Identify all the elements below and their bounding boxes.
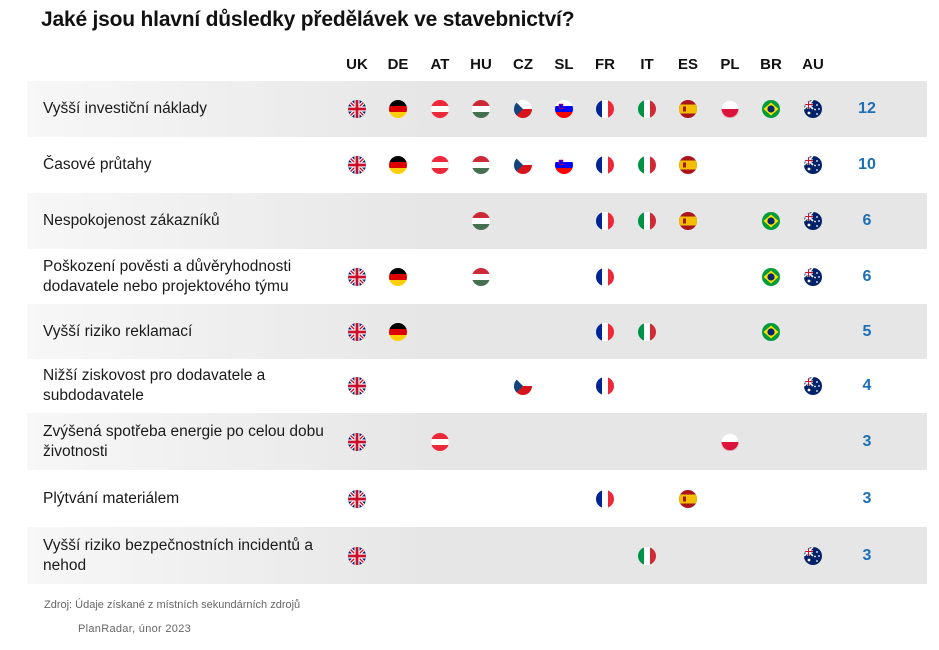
row-label: Zvýšená spotřeba energie po celou dobu ž…: [43, 422, 324, 460]
flag-fr-icon: [596, 377, 614, 395]
flag-hu-icon: [472, 212, 490, 230]
column-header-au: AU: [802, 56, 824, 73]
flag-uk-icon: [348, 546, 366, 565]
row-label: Nižší ziskovost pro dodavatele a subdoda…: [43, 367, 266, 404]
row-count: 5: [862, 322, 872, 340]
column-header-fr: FR: [595, 56, 615, 73]
flag-cz-icon: [514, 377, 532, 395]
table-row: Zvýšená spotřeba energie po celou dobu ž…: [27, 413, 927, 470]
flag-it-icon: [638, 322, 656, 341]
flag-uk-icon: [348, 267, 366, 286]
flag-sl-icon: [555, 100, 573, 118]
table-row: Vyšší riziko reklamací 5: [27, 304, 927, 359]
flag-au-icon: [804, 100, 822, 118]
flag-uk-icon: [348, 377, 366, 395]
row-count: 3: [862, 432, 872, 450]
flag-cz-icon: [514, 100, 532, 118]
row-label: Poškození pověsti a důvěryhodnosti dodav…: [43, 257, 292, 295]
flag-pl-icon: [721, 100, 739, 118]
row-label: Plýtvání materiálem: [43, 489, 180, 507]
row-label: Vyšší investiční náklady: [43, 100, 207, 117]
flag-br-icon: [762, 100, 780, 118]
flag-hu-icon: [472, 267, 490, 286]
flag-es-icon: [679, 156, 697, 174]
table-row: Nižší ziskovost pro dodavatele a subdoda…: [27, 359, 927, 413]
row-label: Časové průtahy: [43, 156, 152, 173]
column-header-br: BR: [760, 56, 782, 73]
column-header-at: AT: [430, 56, 450, 73]
flag-au-icon: [804, 377, 822, 395]
row-label: Vyšší riziko reklamací: [43, 322, 193, 340]
column-header-es: ES: [677, 56, 698, 73]
row-label: Vyšší riziko bezpečnostních incidentů a …: [43, 536, 313, 574]
flag-at-icon: [431, 100, 449, 118]
flag-fr-icon: [596, 212, 614, 230]
flag-au-icon: [804, 267, 822, 286]
row-count: 6: [862, 267, 872, 285]
flag-es-icon: [679, 489, 697, 508]
flag-sl-icon: [555, 156, 573, 174]
table-row: Vyšší investiční náklady 12: [27, 81, 927, 137]
table-row: Plýtvání materiálem 3: [27, 470, 927, 527]
chart-title: Jaké jsou hlavní důsledky předělávek ve …: [41, 8, 575, 31]
flag-br-icon: [762, 267, 780, 286]
flag-it-icon: [638, 156, 656, 174]
flag-br-icon: [762, 212, 780, 230]
flag-pl-icon: [721, 432, 739, 451]
column-header-sl: SL: [554, 56, 574, 73]
flag-es-icon: [679, 212, 697, 230]
credit-note: PlanRadar, únor 2023: [78, 623, 192, 635]
column-header-de: DE: [387, 56, 409, 73]
row-label: Nespokojenost zákazníků: [43, 212, 220, 229]
flag-hu-icon: [472, 156, 490, 174]
column-header-pl: PL: [720, 56, 740, 73]
table-row: Nespokojenost zákazníků 6: [27, 193, 927, 249]
flag-it-icon: [638, 212, 656, 230]
flag-br-icon: [762, 322, 780, 341]
row-count: 12: [858, 100, 876, 117]
table-row: Časové průtahy 10: [27, 137, 927, 193]
flag-au-icon: [804, 156, 822, 174]
flag-uk-icon: [348, 322, 366, 341]
column-header-hu: HU: [470, 56, 492, 73]
flag-de-icon: [389, 100, 407, 118]
flag-it-icon: [638, 100, 656, 118]
column-header-cz: CZ: [513, 56, 533, 73]
table-row: Poškození pověsti a důvěryhodnosti dodav…: [27, 249, 927, 304]
flag-fr-icon: [596, 489, 614, 508]
flag-uk-icon: [348, 156, 366, 174]
flag-au-icon: [804, 212, 822, 230]
flag-uk-icon: [348, 432, 366, 451]
flag-it-icon: [638, 546, 656, 565]
row-count: 10: [858, 156, 876, 173]
row-count: 6: [862, 212, 872, 229]
column-header-it: IT: [640, 56, 654, 73]
flag-at-icon: [431, 156, 449, 174]
flag-es-icon: [679, 100, 697, 118]
row-count: 4: [862, 377, 872, 394]
column-header-row: UK DE AT HU CZ SL FR IT ES PL BR AU: [0, 56, 939, 78]
row-count: 3: [862, 546, 872, 564]
flag-fr-icon: [596, 156, 614, 174]
flag-au-icon: [804, 546, 822, 565]
table-row: Vyšší riziko bezpečnostních incidentů a …: [27, 527, 927, 584]
source-note: Zdroj: Údaje získané z místních sekundár…: [44, 599, 301, 611]
flag-fr-icon: [596, 267, 614, 286]
flag-cz-icon: [514, 156, 532, 174]
flag-de-icon: [389, 267, 407, 286]
flag-hu-icon: [472, 100, 490, 118]
flag-de-icon: [389, 156, 407, 174]
flag-uk-icon: [348, 100, 366, 118]
flag-de-icon: [389, 322, 407, 341]
flag-fr-icon: [596, 322, 614, 341]
row-count: 3: [862, 489, 872, 507]
flag-at-icon: [431, 432, 449, 451]
flag-fr-icon: [596, 100, 614, 118]
flag-uk-icon: [348, 489, 366, 508]
column-header-uk: UK: [346, 56, 368, 73]
